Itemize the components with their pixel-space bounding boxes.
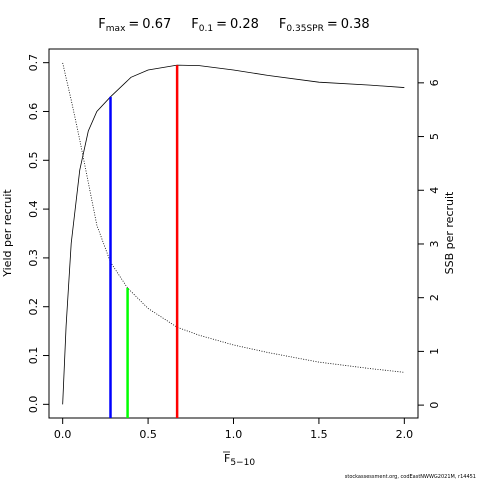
x-axis-label: F5−10	[224, 452, 255, 468]
x-label-symbol: F	[224, 452, 230, 465]
chart-title: Fmax = 0.67 F0.1 = 0.28 F0.35SPR = 0.38	[98, 17, 369, 34]
y-tick-label: 0.7	[27, 54, 40, 72]
y-tick-label: 0.1	[27, 347, 40, 365]
title-value: 0.67	[142, 17, 171, 32]
x-tick-label: 0.5	[139, 428, 157, 441]
title-rel: =	[216, 17, 227, 32]
y2-axis-label: SSB per recruit	[443, 191, 456, 274]
title-rel: =	[128, 17, 139, 32]
x-label-sub: 5−10	[230, 458, 255, 468]
x-tick-label: 2.0	[396, 428, 414, 441]
title-symbol: F	[279, 17, 286, 32]
series-line	[62, 62, 405, 373]
y2-tick-label: 3	[428, 240, 441, 247]
y2-tick-label: 2	[428, 294, 441, 301]
footnote: stockassessment.org, codEastNWWG2021M, r…	[345, 474, 476, 480]
y-tick-label: 0.5	[27, 152, 40, 170]
y-tick-label: 0.3	[27, 249, 40, 267]
title-sub: max	[106, 24, 126, 34]
x-tick-label: 1.0	[225, 428, 243, 441]
y-tick-label: 0.2	[27, 298, 40, 316]
y2-tick-label: 0	[428, 402, 441, 409]
y2-tick-label: 5	[428, 133, 441, 140]
title-symbol: F	[191, 17, 198, 32]
series-line	[62, 64, 405, 405]
y-tick-label: 0.4	[27, 200, 40, 218]
y2-tick-label: 4	[428, 187, 441, 194]
y2-tick-label: 1	[428, 348, 441, 355]
title-sub: 0.1	[199, 24, 213, 34]
y-tick-label: 0.6	[27, 103, 40, 121]
y-tick-label: 0.0	[27, 396, 40, 414]
title-value: 0.38	[341, 17, 370, 32]
title-value: 0.28	[230, 17, 259, 32]
title-symbol: F	[98, 17, 105, 32]
y-axis-label: Yield per recruit	[1, 189, 14, 278]
title-sub: 0.35SPR	[286, 24, 323, 34]
x-tick-label: 0.0	[54, 428, 72, 441]
y2-tick-label: 6	[428, 79, 441, 86]
x-tick-label: 1.5	[310, 428, 328, 441]
title-rel: =	[327, 17, 338, 32]
